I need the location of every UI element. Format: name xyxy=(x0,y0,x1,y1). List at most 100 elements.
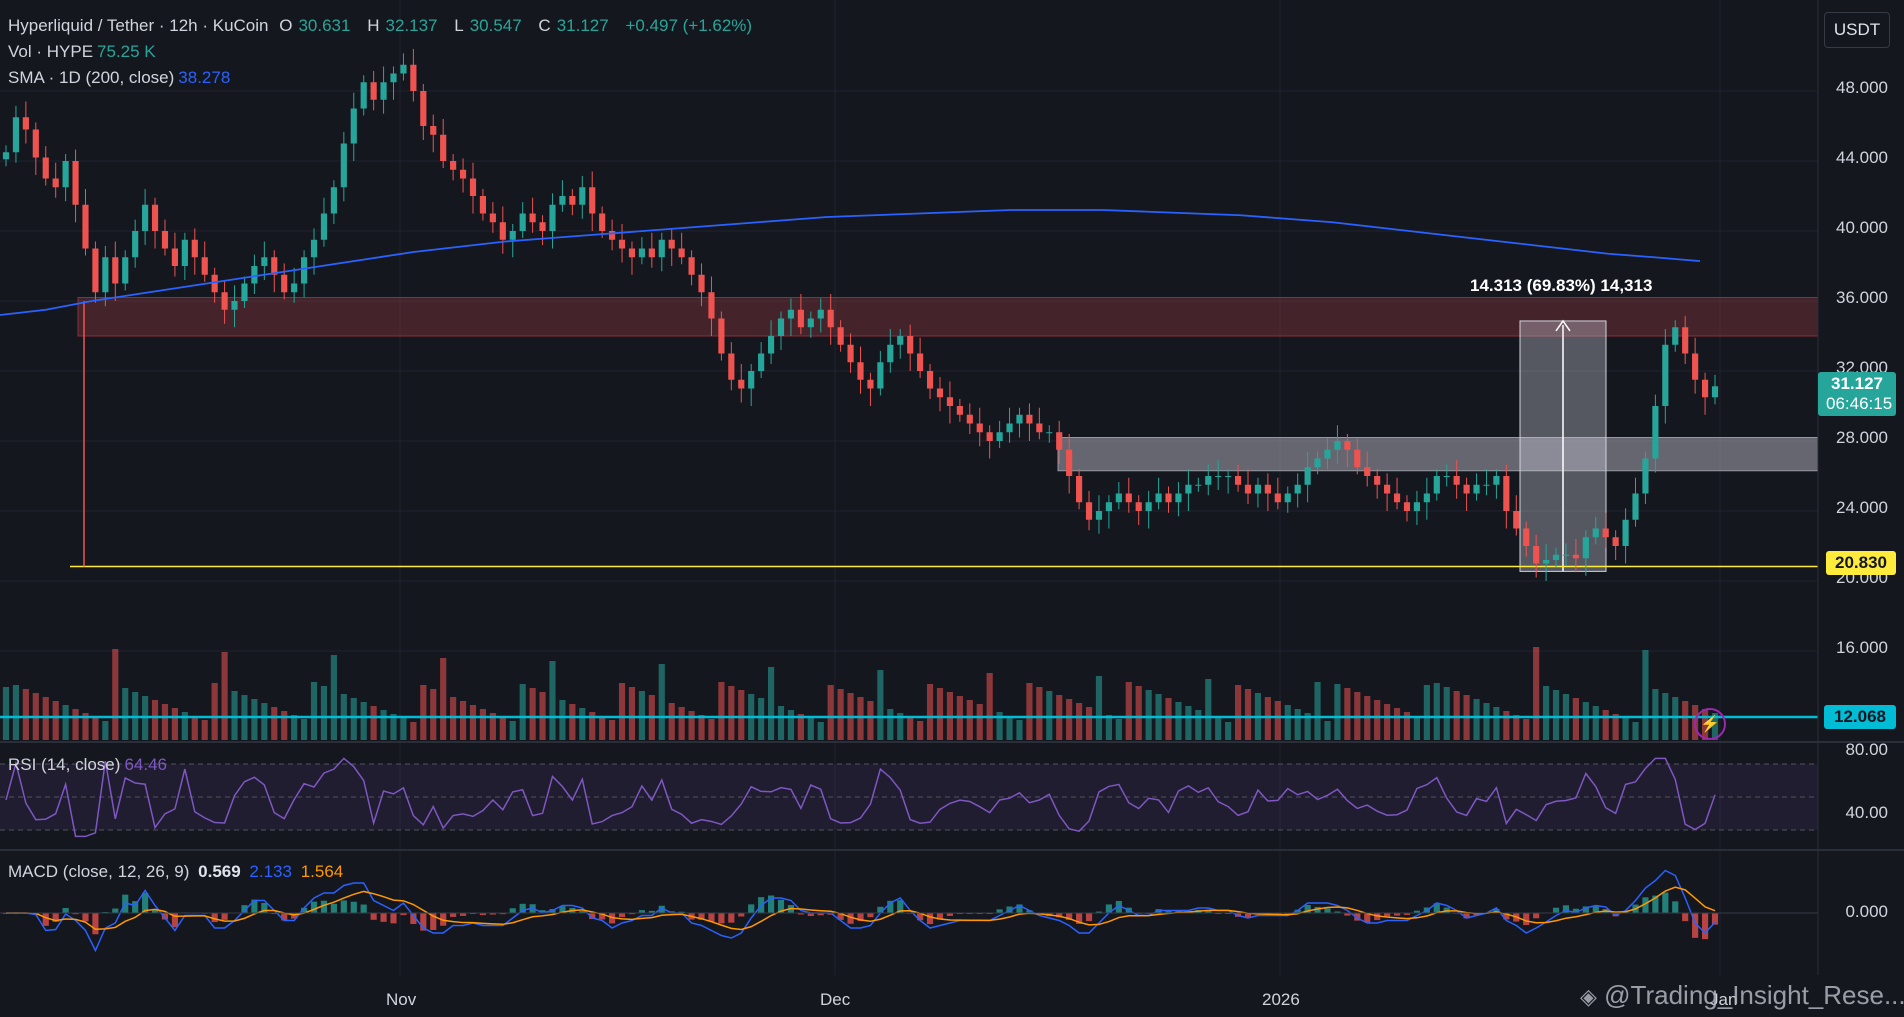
candle xyxy=(261,257,268,266)
macd-histogram-bar xyxy=(310,901,318,913)
candle xyxy=(241,283,248,301)
volume-bar xyxy=(281,711,288,740)
currency-button[interactable]: USDT xyxy=(1824,12,1890,48)
volume-bar xyxy=(82,713,89,740)
candle xyxy=(1393,493,1401,503)
watermark: ◈ @Trading_Insight_Rese... xyxy=(1580,980,1904,1010)
volume-bar xyxy=(102,721,109,740)
candle xyxy=(1701,379,1709,398)
candle xyxy=(847,344,854,363)
macd-legend[interactable]: MACD (close, 12, 26, 9) 0.569 2.133 1.56… xyxy=(8,862,344,881)
candle xyxy=(370,82,377,100)
macd-histogram-bar xyxy=(1493,909,1500,913)
volume-bar xyxy=(171,708,178,740)
macd-histogram-bar xyxy=(1533,913,1540,919)
candle xyxy=(1364,467,1371,476)
volume-bar xyxy=(1076,703,1083,740)
macd-histogram-bar xyxy=(92,913,99,935)
macd-histogram-bar xyxy=(728,913,735,923)
volume-bar xyxy=(221,652,228,740)
candle xyxy=(1304,467,1311,485)
candle xyxy=(1046,432,1053,434)
volume-bar xyxy=(549,661,556,740)
macd-histogram-bar xyxy=(1433,903,1440,913)
candle xyxy=(459,169,467,179)
candle xyxy=(489,213,496,223)
candle xyxy=(1433,476,1440,494)
measure-arrow-head xyxy=(1555,319,1571,332)
candle xyxy=(301,257,308,284)
volume-bar xyxy=(787,710,795,740)
volume-bar xyxy=(1085,707,1093,740)
candle xyxy=(658,239,665,258)
candle xyxy=(668,239,675,249)
rsi-legend[interactable]: RSI (14, close) 64.46 xyxy=(8,755,167,774)
candle xyxy=(112,257,119,284)
candle xyxy=(1662,344,1669,406)
candle xyxy=(728,353,735,380)
macd-histogram-bar xyxy=(1403,913,1411,915)
macd-histogram-bar xyxy=(1334,911,1341,913)
candle xyxy=(1234,476,1242,485)
sma-line xyxy=(0,209,1701,316)
macd-histogram-bar xyxy=(360,904,367,913)
macd-histogram-bar xyxy=(867,913,874,918)
candle xyxy=(1185,484,1192,494)
lightning-icon[interactable]: ⚡ xyxy=(1694,708,1726,740)
candle xyxy=(450,161,457,170)
volume-bar xyxy=(1185,706,1192,740)
volume-bar xyxy=(291,715,298,740)
volume-bar xyxy=(966,700,973,740)
candle xyxy=(1543,560,1550,564)
price-axis-label: 28.000 xyxy=(1836,428,1888,447)
macd-histogram-bar xyxy=(112,908,119,913)
price-axis-label: 44.000 xyxy=(1836,148,1888,167)
candle xyxy=(42,157,49,179)
volume-bar xyxy=(1314,682,1321,740)
volume-bar xyxy=(1612,714,1619,740)
macd-histogram-bar xyxy=(241,905,248,913)
volume-bar xyxy=(52,701,59,740)
candle xyxy=(837,327,844,345)
macd-histogram-bar xyxy=(1175,910,1182,913)
volume-bar xyxy=(301,719,308,740)
candle xyxy=(867,379,874,389)
candle xyxy=(1562,554,1570,556)
volume-legend[interactable]: Vol · HYPE 75.25 K xyxy=(8,42,156,61)
sma-legend[interactable]: SMA · 1D (200, close) 38.278 xyxy=(8,68,231,87)
volume-bar xyxy=(827,685,834,740)
volume-bar xyxy=(92,717,99,740)
candle xyxy=(777,318,785,336)
candle xyxy=(758,353,765,371)
volume-bar xyxy=(529,688,536,740)
candle xyxy=(956,406,963,415)
symbol-title[interactable]: Hyperliquid / Tether · 12h · KuCoin xyxy=(8,16,269,35)
volume-bar xyxy=(688,711,695,740)
macd-histogram-bar xyxy=(1652,895,1659,913)
macd-histogram-bar xyxy=(400,913,407,916)
candle xyxy=(609,231,616,240)
volume-bar xyxy=(1205,679,1212,740)
candle xyxy=(907,336,914,354)
volume-bar xyxy=(807,718,814,740)
candle xyxy=(986,432,993,441)
macd-histogram-bar xyxy=(579,911,586,913)
macd-histogram-bar xyxy=(1244,913,1252,918)
sma-value: 38.278 xyxy=(178,68,231,87)
candle xyxy=(559,196,566,205)
candle xyxy=(857,362,864,380)
volume-bar xyxy=(360,702,367,740)
candle xyxy=(1056,432,1063,450)
volume-bar xyxy=(112,649,119,740)
volume-bar xyxy=(1135,686,1142,740)
macd-histogram-bar xyxy=(1354,913,1361,921)
macd-histogram-bar xyxy=(1066,913,1073,920)
macd-histogram-bar xyxy=(817,913,824,916)
macd-histogram-bar xyxy=(1701,913,1709,940)
candle xyxy=(897,336,904,345)
macd-histogram-bar xyxy=(459,913,467,916)
macd-histogram-bar xyxy=(380,913,387,922)
candle xyxy=(1254,484,1262,494)
candle xyxy=(271,257,278,275)
